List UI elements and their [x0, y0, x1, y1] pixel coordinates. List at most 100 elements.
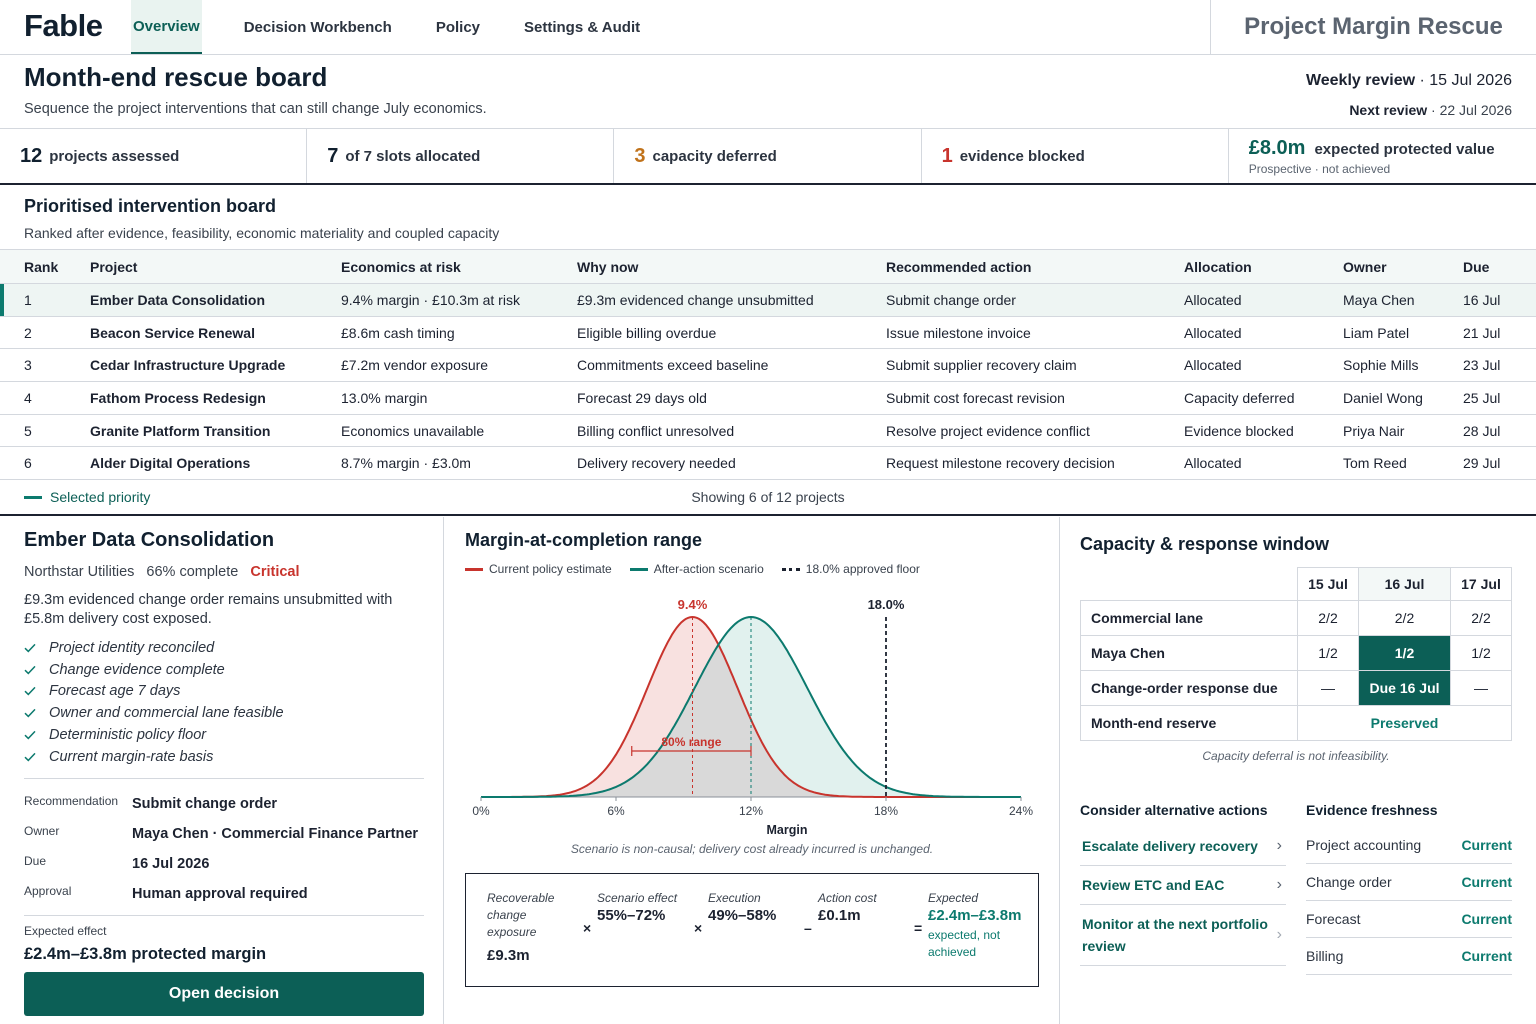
capacity-cell: 2/2	[1297, 600, 1359, 636]
alternatives-list: Escalate delivery recovery › Review ETC …	[1080, 827, 1286, 966]
row-rank: 3	[0, 348, 90, 383]
row-project: Ember Data Consolidation	[90, 283, 341, 317]
row-due: 29 Jul	[1463, 446, 1536, 481]
alt-review-etc-eac[interactable]: Review ETC and EAC ›	[1080, 866, 1286, 905]
check-item: Forecast age 7 days	[24, 681, 284, 703]
legend-floor: 18.0% approved floor	[781, 562, 920, 576]
calc-term-scenario: Scenario effect 55%–72%	[597, 890, 687, 924]
row-project: Granite Platform Transition	[90, 414, 341, 448]
capacity-day-header: 16 Jul	[1358, 567, 1451, 601]
table-header-row: Rank Project Economics at risk Why now R…	[0, 249, 1536, 284]
detail-client: Northstar Utilities	[24, 564, 135, 580]
kpi-strip: 12 projects assessed 7 of 7 slots alloca…	[0, 128, 1536, 185]
freshness-status: Current	[1461, 948, 1512, 964]
project-detail-panel: Ember Data Consolidation Northstar Utili…	[0, 517, 444, 1024]
table-row[interactable]: 6 Alder Digital Operations 8.7% margin · £…	[0, 446, 1536, 481]
col-action[interactable]: Recommended action	[886, 249, 1184, 284]
alt-monitor-next-review[interactable]: Monitor at the next portfolio review ›	[1080, 905, 1286, 966]
field-value: Maya Chen · Commercial Finance Partner	[132, 826, 419, 842]
row-allocation-status: Allocated	[1184, 348, 1343, 383]
row-rank: 1	[0, 283, 90, 317]
chart-note: Scenario is non-causal; delivery cost al…	[570, 842, 934, 856]
field-value: Human approval required	[132, 886, 308, 902]
calculation-box: Recoverable change exposure £9.3m × Scen…	[465, 873, 1039, 987]
col-owner[interactable]: Owner	[1343, 249, 1463, 284]
table-row[interactable]: 5 Granite Platform Transition Economics un…	[0, 414, 1536, 448]
row-project: Alder Digital Operations	[90, 446, 341, 481]
check-icon	[24, 687, 36, 696]
table-row[interactable]: 3 Cedar Infrastructure Upgrade £7.2m vendo…	[0, 348, 1536, 383]
capacity-cell: 2/2	[1450, 600, 1512, 636]
top-bar: Fable Overview Decision Workbench Policy…	[0, 0, 1536, 55]
tab-settings-audit[interactable]: Settings & Audit	[524, 18, 641, 36]
legend-swatch-floor	[781, 567, 800, 571]
col-economics[interactable]: Economics at risk	[341, 249, 577, 284]
margin-distribution-chart: 9.4% 18.0% 80% range 0% 6% 12% 18% 24% Margin	[472, 597, 1033, 837]
capacity-header-blank	[1081, 568, 1298, 601]
open-decision-button[interactable]: Open decision	[24, 972, 424, 1016]
row-action: Submit cost forecast revision	[886, 381, 1184, 415]
x-tick-label: 12%	[739, 804, 763, 818]
row-owner: Sophie Mills	[1343, 348, 1463, 383]
row-why-now: Forecast 29 days old	[577, 381, 886, 415]
calc-term-label: Scenario effect	[597, 891, 678, 905]
table-row[interactable]: 2 Beacon Service Renewal £8.6m cash timing…	[0, 316, 1536, 350]
capacity-cell-highlight[interactable]: Due 16 Jul	[1358, 670, 1451, 706]
check-item: Owner and commercial lane feasible	[24, 702, 284, 724]
alt-escalate-delivery-recovery[interactable]: Escalate delivery recovery ›	[1080, 827, 1286, 866]
weekly-review: Weekly review · 15 Jul 2026	[1305, 72, 1512, 89]
field-key: Due	[24, 854, 47, 868]
row-due: 23 Jul	[1463, 348, 1536, 383]
row-owner: Daniel Wong	[1343, 381, 1463, 415]
tab-policy[interactable]: Policy	[435, 18, 480, 36]
col-why-now[interactable]: Why now	[577, 249, 886, 284]
tab-decision-workbench[interactable]: Decision Workbench	[243, 18, 392, 36]
capacity-cell: —	[1450, 670, 1512, 706]
row-rank: 4	[0, 381, 90, 415]
table-row[interactable]: 4 Fathom Process Redesign 13.0% margin Fore…	[0, 381, 1536, 415]
calc-term-value: £0.1m	[818, 907, 861, 924]
kpi-projects-assessed: 12 projects assessed	[0, 129, 308, 183]
row-economics: 13.0% margin	[341, 381, 577, 415]
x-tick-label: 18%	[874, 804, 898, 818]
table-row[interactable]: 1 Ember Data Consolidation 9.4% margin · £…	[0, 283, 1536, 317]
col-allocation[interactable]: Allocation	[1184, 249, 1343, 284]
col-project[interactable]: Project	[90, 249, 341, 284]
check-label: Current margin-rate basis	[49, 748, 214, 765]
row-economics: £7.2m vendor exposure	[341, 348, 577, 383]
brand-logo[interactable]: Fable	[24, 8, 103, 43]
selected-legend-label: Selected priority	[50, 489, 151, 505]
freshness-status: Current	[1461, 874, 1512, 890]
kpi-label: capacity deferred	[652, 147, 777, 165]
check-label: Owner and commercial lane feasible	[49, 705, 284, 722]
capacity-row-response-due: Change-order response due — Due 16 Jul —	[1080, 670, 1512, 706]
page-subtitle: Sequence the project interventions that …	[24, 101, 487, 117]
row-project: Cedar Infrastructure Upgrade	[90, 348, 341, 383]
calc-result-value: £2.4m–£3.8m	[928, 907, 1022, 924]
alt-label: Review ETC and EAC	[1082, 877, 1225, 893]
capacity-panel: Capacity & response window 15 Jul 16 Jul…	[1060, 517, 1536, 1024]
kpi-value: 12	[20, 144, 43, 167]
showing-count: Showing 6 of 12 projects	[691, 489, 845, 505]
freshness-project-accounting: Project accounting Current	[1306, 827, 1512, 864]
tab-overview[interactable]: Overview	[131, 0, 202, 54]
row-project: Fathom Process Redesign	[90, 381, 341, 415]
col-rank[interactable]: Rank	[0, 249, 90, 284]
check-icon	[24, 752, 36, 762]
table-body: 1 Ember Data Consolidation 9.4% margin · £…	[0, 283, 1536, 481]
col-due[interactable]: Due	[1463, 249, 1536, 284]
capacity-cell-highlight[interactable]: 1/2	[1358, 635, 1451, 671]
legend-current: Current policy estimate	[465, 562, 612, 576]
check-icon	[24, 643, 36, 653]
row-action: Request milestone recovery decision	[886, 446, 1184, 481]
calc-term-execution: Execution 49%–58%	[708, 890, 798, 924]
capacity-day-header: 15 Jul	[1297, 567, 1359, 601]
freshness-label: Forecast	[1306, 911, 1361, 927]
chevron-right-icon: ›	[1276, 876, 1282, 893]
capacity-row-commercial-lane: Commercial lane 2/2 2/2 2/2	[1080, 600, 1512, 636]
freshness-title: Evidence freshness	[1306, 802, 1438, 818]
calc-result-note: expected, not achieved	[928, 928, 1001, 959]
row-allocation-status: Evidence blocked	[1184, 414, 1343, 448]
intervention-table: Rank Project Economics at risk Why now R…	[0, 249, 1536, 481]
check-label: Change evidence complete	[49, 661, 225, 678]
